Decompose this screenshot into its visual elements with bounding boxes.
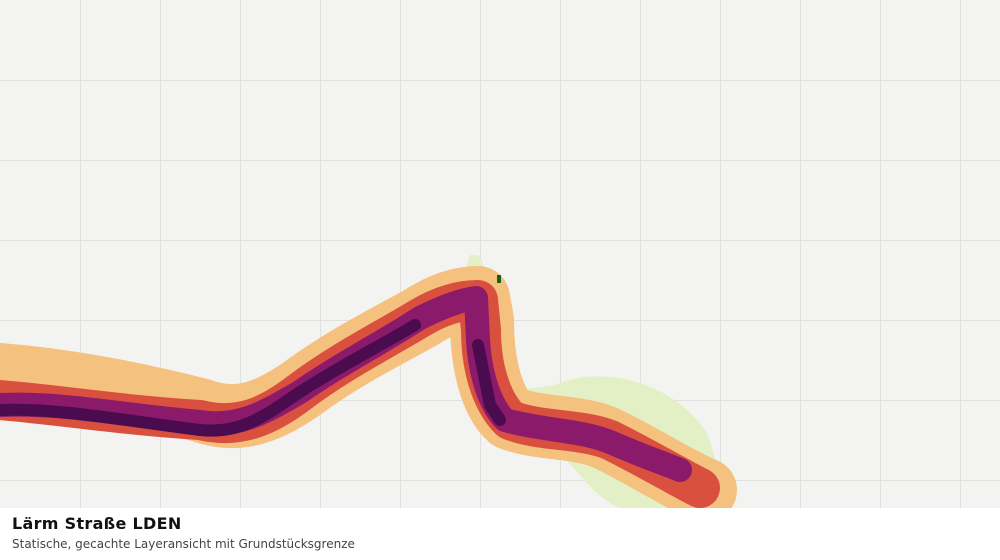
layer-subtitle: Statische, gecachte Layeransicht mit Gru… [12, 537, 355, 551]
property-marker [497, 275, 501, 283]
map-view[interactable] [0, 0, 1000, 508]
layer-title: Lärm Straße LDEN [12, 514, 182, 533]
legend-panel: Lärm Straße LDEN Statische, gecachte Lay… [0, 508, 1000, 560]
noise-zones [0, 266, 737, 508]
